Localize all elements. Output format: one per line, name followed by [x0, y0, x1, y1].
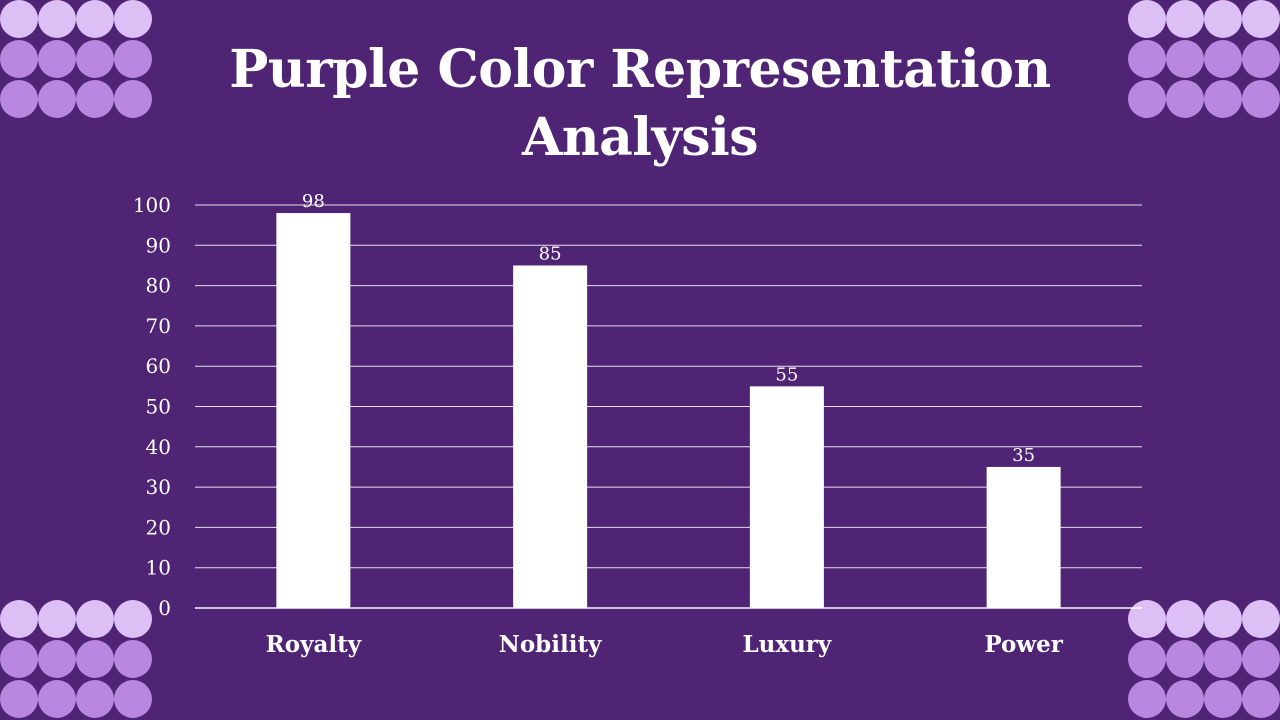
- y-tick-label: 20: [146, 515, 171, 539]
- decor-dot: [1128, 600, 1166, 638]
- data-label: 85: [539, 243, 562, 264]
- decor-dot: [1204, 80, 1242, 118]
- decor-dot: [76, 600, 114, 638]
- decor-dot: [1128, 40, 1166, 78]
- y-tick-label: 40: [146, 435, 171, 459]
- decor-dot: [0, 640, 38, 678]
- decor-dot: [1242, 0, 1280, 38]
- decor-dot: [76, 40, 114, 78]
- decor-dot: [114, 0, 152, 38]
- y-tick-label: 10: [146, 556, 171, 580]
- decor-dot: [76, 0, 114, 38]
- bar-royalty: [276, 213, 351, 608]
- x-category-label: Royalty: [266, 631, 362, 658]
- y-tick-label: 90: [146, 233, 171, 257]
- decor-dot: [0, 80, 38, 118]
- decor-dot: [114, 600, 152, 638]
- decor-dot: [1204, 0, 1242, 38]
- y-tick-label: 0: [158, 596, 171, 620]
- gridlines: [195, 204, 1142, 609]
- y-axis-ticks: 0 10 20 30 40 50 60 70 80 90 100: [133, 193, 171, 620]
- decor-dot: [1166, 40, 1204, 78]
- decor-dot: [114, 80, 152, 118]
- decor-dot: [0, 40, 38, 78]
- decor-dot: [1166, 0, 1204, 38]
- decor-dot: [38, 640, 76, 678]
- x-category-label: Nobility: [499, 631, 602, 658]
- decor-dot: [1242, 680, 1280, 718]
- decor-dot: [114, 40, 152, 78]
- decor-dot: [1242, 80, 1280, 118]
- decor-dot: [1128, 680, 1166, 718]
- decor-dot: [38, 40, 76, 78]
- decor-dot: [0, 680, 38, 718]
- data-label: 98: [302, 191, 325, 212]
- decor-dot: [1204, 40, 1242, 78]
- data-label: 35: [1012, 445, 1035, 466]
- decor-dot: [114, 640, 152, 678]
- bar-power: [986, 466, 1061, 608]
- decor-dot: [1166, 600, 1204, 638]
- decor-dot: [1166, 80, 1204, 118]
- decor-dot: [0, 600, 38, 638]
- decor-dot: [1128, 0, 1166, 38]
- y-tick-label: 50: [146, 395, 171, 419]
- corner-dots-bottom-left: [0, 600, 152, 718]
- decor-dot: [1128, 640, 1166, 678]
- y-tick-label: 80: [146, 274, 171, 298]
- decor-dot: [1242, 600, 1280, 638]
- decor-dot: [1166, 640, 1204, 678]
- decor-dot: [76, 640, 114, 678]
- decor-dot: [1242, 640, 1280, 678]
- bar-luxury: [749, 386, 824, 608]
- decor-dot: [38, 600, 76, 638]
- y-tick-label: 30: [146, 475, 171, 499]
- corner-dots-top-right: [1128, 0, 1280, 118]
- data-label: 55: [775, 364, 798, 385]
- x-axis-categories: Royalty Nobility Luxury Power: [266, 631, 1064, 658]
- decor-dot: [38, 0, 76, 38]
- decor-dot: [0, 0, 38, 38]
- decor-dot: [114, 680, 152, 718]
- decor-dot: [38, 80, 76, 118]
- decor-dot: [1204, 640, 1242, 678]
- decor-dot: [76, 80, 114, 118]
- y-tick-label: 70: [146, 314, 171, 338]
- corner-dots-top-left: [0, 0, 152, 118]
- decor-dot: [1204, 680, 1242, 718]
- y-tick-label: 100: [133, 193, 171, 217]
- bars: [276, 213, 1061, 608]
- decor-dot: [1242, 40, 1280, 78]
- data-labels: 98 85 55 35: [302, 191, 1035, 466]
- y-tick-label: 60: [146, 354, 171, 378]
- x-category-label: Luxury: [742, 631, 831, 658]
- chart-title: Purple Color Representation Analysis: [229, 39, 1051, 168]
- decor-dot: [1166, 680, 1204, 718]
- decor-dot: [38, 680, 76, 718]
- decor-dot: [1204, 600, 1242, 638]
- decor-dot: [1128, 80, 1166, 118]
- bar-nobility: [513, 265, 588, 608]
- decor-dot: [76, 680, 114, 718]
- corner-dots-bottom-right: [1128, 600, 1280, 718]
- x-category-label: Power: [984, 631, 1063, 658]
